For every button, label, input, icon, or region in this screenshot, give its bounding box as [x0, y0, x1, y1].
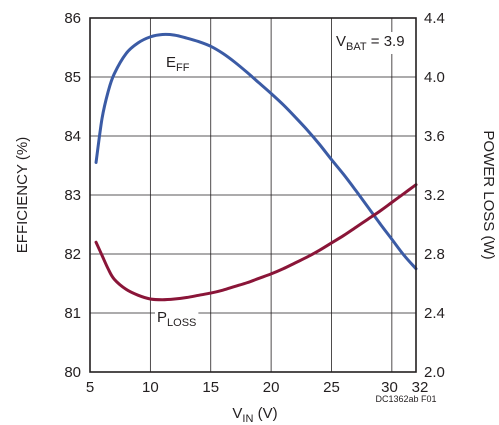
series-label-eff: EFF [166, 54, 190, 74]
y-right-tick-label: 2.4 [424, 305, 445, 322]
y-left-tick-label: 84 [64, 128, 81, 145]
eff-label-background [164, 53, 192, 75]
y-axis-left-label: EFFICIENCY (%) [14, 137, 31, 253]
y-right-tick-label: 2.8 [424, 246, 445, 263]
x-tick-label: 10 [142, 379, 159, 396]
y-left-tick-label: 85 [64, 69, 81, 86]
plot-frame [89, 17, 417, 373]
efficiency-line [94, 32, 418, 271]
annotation-background [334, 32, 407, 54]
power-loss-line [94, 183, 418, 302]
x-tick-label: 32 [412, 379, 429, 396]
y-left-tick-label: 86 [64, 10, 81, 27]
y-right-tick-label: 3.2 [424, 187, 445, 204]
y-left-tick-label: 81 [64, 305, 81, 322]
y-axis-right-label: POWER LOSS (W) [480, 130, 497, 259]
y-left-tick-label: 83 [64, 187, 81, 204]
y-left-tick-label: 82 [64, 246, 81, 263]
x-tick-label: 25 [323, 379, 340, 396]
grid [90, 18, 416, 372]
tick-labels: 5 10 15 20 25 30 32 80 81 82 83 84 85 86 2.0 2.4 2.8 3.2 3… [64, 10, 445, 396]
x-tick-label: 5 [86, 379, 94, 396]
y-right-tick-label: 4.4 [424, 10, 445, 27]
y-right-tick-label: 2.0 [424, 364, 445, 381]
y-right-tick-label: 4.0 [424, 69, 445, 86]
y-left-tick-label: 80 [64, 364, 81, 381]
x-tick-label: 30 [381, 379, 398, 396]
series-lines [94, 32, 418, 302]
series-label-ploss: PLOSS [157, 309, 196, 329]
ploss-label-background [155, 308, 199, 330]
x-tick-label: 20 [263, 379, 280, 396]
vbat-annotation: VBAT = 3.9 [336, 33, 405, 53]
y-right-tick-label: 3.6 [424, 128, 445, 145]
x-tick-label: 15 [202, 379, 219, 396]
x-axis-label: VIN (V) [232, 405, 277, 425]
figure-footnote: DC1362ab F01 [375, 394, 436, 404]
